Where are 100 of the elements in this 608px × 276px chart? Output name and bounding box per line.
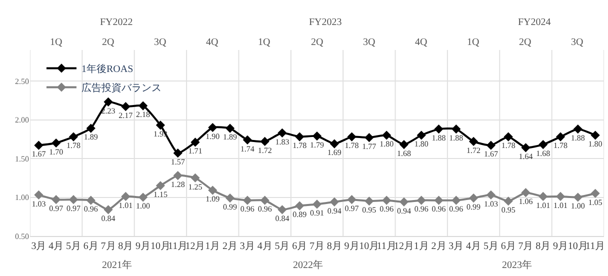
data-label: 2.17 <box>118 110 133 120</box>
x-tick-label: 12月 <box>185 241 206 252</box>
point <box>52 138 61 148</box>
y-tick-label: 1.50 <box>15 154 29 164</box>
point <box>364 196 374 206</box>
point <box>538 140 548 150</box>
point <box>486 190 496 200</box>
data-label: 1.68 <box>396 148 411 158</box>
x-tick-label: 9月 <box>344 241 360 252</box>
data-label: 1.01 <box>536 200 550 210</box>
point <box>573 124 582 134</box>
data-label: 1.78 <box>66 141 80 150</box>
point <box>434 196 444 205</box>
x-tick-label: 9月 <box>553 241 568 252</box>
text: 2Q <box>519 37 532 48</box>
y-tick-label: 2.00 <box>15 116 29 125</box>
point <box>452 124 461 134</box>
point <box>434 124 444 134</box>
data-label: 1.90 <box>206 132 220 141</box>
data-label: 1.03 <box>484 199 498 208</box>
x-tick-label: 5月 <box>66 241 81 252</box>
x-tick-label: 3月 <box>31 241 46 252</box>
data-label: 2.18 <box>136 110 150 120</box>
data-label: 0.96 <box>414 204 428 214</box>
data-label: 1.15 <box>153 190 168 200</box>
point <box>138 192 148 202</box>
text: FY2023 <box>309 17 342 28</box>
data-label: 1.67 <box>32 150 46 159</box>
data-label: 1.25 <box>188 182 202 192</box>
x-tick-label: 4月 <box>257 241 272 252</box>
point <box>104 205 113 214</box>
text: 4Q <box>415 37 428 48</box>
legend-label: 1年後ROAS <box>81 63 134 76</box>
x-tick-label: 3月 <box>240 241 255 252</box>
point <box>190 173 200 182</box>
point <box>295 201 304 210</box>
point <box>86 196 96 205</box>
point <box>382 196 392 205</box>
x-tick-label: 6月 <box>292 241 308 252</box>
point <box>469 136 478 146</box>
data-label: 1.06 <box>518 196 533 206</box>
point <box>121 192 130 202</box>
point <box>34 140 44 150</box>
point <box>208 122 218 132</box>
y-tick-label: 2.50 <box>15 76 29 86</box>
y-tick-label: 1.00 <box>15 193 29 202</box>
point <box>486 140 496 150</box>
data-label: 1.09 <box>206 194 220 204</box>
x-tick-label: 4月 <box>48 241 64 252</box>
x-tick-label: 9月 <box>136 241 151 252</box>
data-label: 0.96 <box>380 204 394 214</box>
point <box>382 130 392 140</box>
point <box>121 102 130 112</box>
text: 3Q <box>571 37 584 48</box>
point <box>278 128 287 138</box>
data-label: 1.72 <box>258 146 272 155</box>
data-label: 0.99 <box>223 202 238 212</box>
point <box>364 133 374 142</box>
data-label: 1.78 <box>292 141 307 150</box>
x-tick-label: 6月 <box>83 241 98 252</box>
data-label: 1.89 <box>223 132 238 142</box>
x-tick-label: 11月 <box>376 241 396 252</box>
point <box>347 132 356 142</box>
point <box>242 135 252 144</box>
text: FY2022 <box>100 17 133 28</box>
text: FY2024 <box>518 17 551 28</box>
data-label: 0.96 <box>258 204 272 214</box>
point <box>242 196 252 205</box>
text: 1Q <box>467 37 480 48</box>
data-label: 1.83 <box>275 137 290 146</box>
x-tick-label: 8月 <box>536 241 551 252</box>
point <box>469 193 478 203</box>
point <box>399 197 409 206</box>
x-tick-label: 6月 <box>500 241 516 252</box>
text: 2021年 <box>102 259 132 271</box>
point <box>416 130 426 140</box>
data-label: 1.03 <box>32 199 46 208</box>
x-tick-label: 7月 <box>518 241 534 252</box>
text: 2Q <box>311 37 324 48</box>
x-tick-label: 5月 <box>274 241 290 252</box>
data-label: 0.96 <box>240 204 254 214</box>
point <box>590 130 600 140</box>
data-label: 0.99 <box>466 202 481 212</box>
data-label: 0.84 <box>101 214 116 224</box>
point <box>538 192 548 202</box>
point <box>590 188 600 198</box>
point <box>104 97 113 106</box>
data-label: 0.89 <box>292 210 307 220</box>
point <box>556 132 566 142</box>
x-tick-label: 12月 <box>394 241 414 252</box>
point <box>225 124 235 133</box>
x-tick-label: 2月 <box>222 241 238 252</box>
data-label: 1.88 <box>570 133 585 142</box>
point <box>156 120 165 130</box>
x-tick-label: 8月 <box>118 241 134 252</box>
data-label: 1.78 <box>344 141 359 150</box>
x-tick-label: 7月 <box>310 241 324 252</box>
point <box>452 196 461 205</box>
x-tick-label: 5月 <box>483 241 498 252</box>
point <box>312 200 322 209</box>
